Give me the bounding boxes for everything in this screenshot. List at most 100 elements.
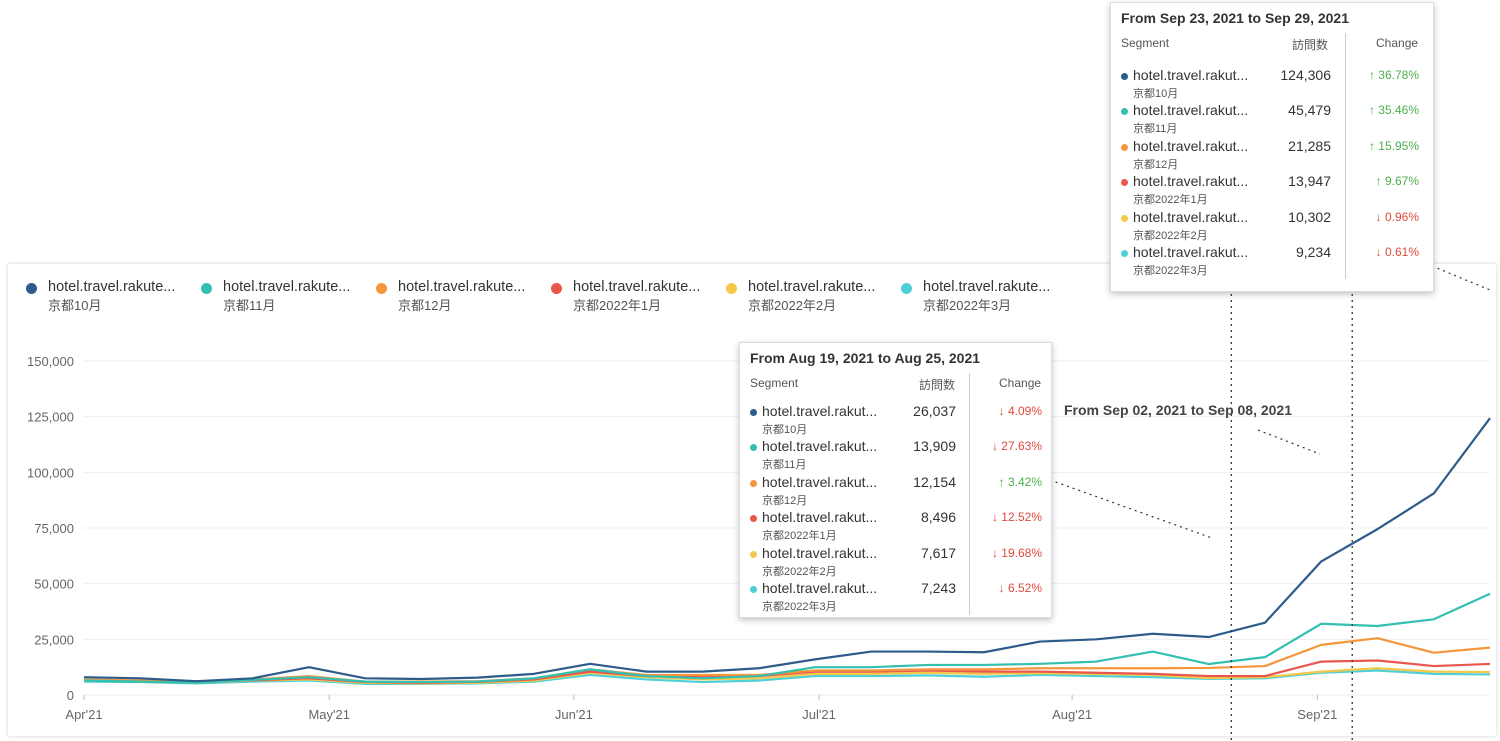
col-header-segment: Segment [750,376,799,390]
series-dot [750,515,757,523]
tooltip-row: hotel.travel.rakut... 京都10月 26,037 ↓ 4.09% [740,403,1051,438]
row-segment-name: hotel.travel.rakut... [1133,173,1249,190]
row-visits-value: 124,306 [1280,67,1331,83]
row-change-value: ↑ 9.67% [1375,174,1419,189]
row-segment-name: hotel.travel.rakut... [1133,102,1249,119]
tooltip-row: hotel.travel.rakut... 京都2022年1月 8,496 ↓ 12.… [740,509,1051,544]
tooltip-sep: From Sep 23, 2021 to Sep 29, 2021 Segment… [1110,2,1434,292]
x-tick-label: Aug'21 [1052,707,1092,722]
series-dot [750,550,757,558]
row-visits-value: 26,037 [913,403,956,419]
legend-sublabel: 京都2022年2月 [748,298,837,313]
legend: hotel.travel.rakute... 京都10月 hotel.travel.… [26,278,1076,315]
col-header-segment: Segment [1121,36,1170,50]
y-tick-label: 75,000 [34,521,74,536]
tooltip-connector [1049,479,1213,539]
series-dot [1121,108,1128,116]
x-tick-label: May'21 [308,707,350,722]
tooltip-row: hotel.travel.rakut... 京都2022年3月 9,234 ↓ 0.6… [1111,244,1433,279]
tooltip-row: hotel.travel.rakut... 京都11月 45,479 ↑ 35.46% [1111,102,1433,137]
x-tick-label: Jul'21 [802,707,836,722]
legend-label: hotel.travel.rakute... [748,279,876,295]
y-tick-label: 50,000 [34,577,74,592]
row-segment-sub: 京都2022年2月 [762,565,837,578]
series-dot [750,479,757,487]
row-segment-sub: 京都2022年1月 [1133,194,1208,207]
row-segment-sub: 京都11月 [1133,123,1178,136]
row-segment-name: hotel.travel.rakut... [1133,244,1249,260]
legend-item[interactable]: hotel.travel.rakute... 京都2022年2月 [726,278,901,315]
legend-item[interactable]: hotel.travel.rakute... 京都11月 [201,278,376,315]
tooltip-row: hotel.travel.rakut... 京都2022年3月 7,243 ↓ 6.5… [740,580,1051,615]
legend-item[interactable]: hotel.travel.rakute... 京都10月 [26,278,201,315]
floating-date-range-label: From Sep 02, 2021 to Sep 08, 2021 [1064,402,1293,418]
row-visits-value: 7,243 [920,580,956,596]
tooltip-connector [1431,265,1491,291]
row-change-value: ↑ 35.46% [1368,103,1419,118]
col-header-change: Change [1376,36,1419,50]
legend-label: hotel.travel.rakute... [223,279,351,295]
legend-item[interactable]: hotel.travel.rakute... 京都2022年1月 [551,278,726,315]
row-change-value: ↓ 27.63% [991,439,1042,454]
row-segment-name: hotel.travel.rakut... [1133,208,1249,225]
row-segment-sub: 京都2022年2月 [1133,229,1208,242]
row-segment-sub: 京都2022年3月 [1133,265,1208,277]
legend-sublabel: 京都10月 [48,298,102,313]
x-tick-label: Jun'21 [555,707,593,722]
row-segment-sub: 京都2022年3月 [762,601,837,613]
row-change-value: ↑ 15.95% [1368,138,1419,153]
series-dot [1121,73,1128,80]
row-visits-value: 13,947 [1288,173,1331,190]
y-tick-label: 125,000 [27,410,74,425]
col-header-visits: 訪問数 [1292,38,1329,52]
series-dot [750,444,757,452]
legend-label: hotel.travel.rakute... [573,279,701,295]
legend-dot [376,283,387,294]
row-segment-sub: 京都10月 [762,424,808,436]
row-visits-value: 9,234 [1295,244,1331,260]
row-change-value: ↓ 0.61% [1375,245,1419,259]
legend-dot [901,283,912,294]
column-separator [1345,33,1346,280]
series-dot [750,409,757,416]
x-tick-label: Apr'21 [65,707,102,722]
legend-sublabel: 京都11月 [223,298,276,313]
y-tick-label: 0 [67,688,74,703]
legend-label: hotel.travel.rakute... [48,279,176,295]
legend-dot [26,283,37,294]
tooltip-title: From Sep 23, 2021 to Sep 29, 2021 [1121,10,1350,26]
row-visits-value: 45,479 [1288,102,1331,119]
row-visits-value: 7,617 [920,544,956,561]
row-visits-value: 8,496 [920,509,956,526]
series-dot [1121,214,1128,222]
row-segment-name: hotel.travel.rakut... [762,403,878,419]
legend-label: hotel.travel.rakute... [398,279,526,295]
row-visits-value: 13,909 [913,438,956,455]
tooltip-row: hotel.travel.rakut... 京都2022年2月 10,302 ↓ 0.… [1111,209,1433,244]
row-segment-sub: 京都10月 [1133,88,1179,100]
row-segment-name: hotel.travel.rakut... [1133,137,1249,154]
row-segment-name: hotel.travel.rakut... [762,509,878,526]
legend-sublabel: 京都2022年1月 [573,298,662,313]
series-dot [750,586,757,593]
tooltip-row: hotel.travel.rakut... 京都12月 21,285 ↑ 15.95% [1111,138,1433,173]
row-change-value: ↓ 12.52% [991,510,1042,525]
tooltip-row: hotel.travel.rakut... 京都2022年2月 7,617 ↓ 19.… [740,545,1051,580]
row-segment-name: hotel.travel.rakut... [762,580,878,596]
row-segment-sub: 京都12月 [762,494,808,507]
row-segment-name: hotel.travel.rakut... [762,438,878,455]
series-line [83,592,1491,684]
legend-label: hotel.travel.rakute... [923,279,1051,295]
series-dot [1121,179,1128,187]
tooltip-title: From Aug 19, 2021 to Aug 25, 2021 [750,350,981,366]
legend-sublabel: 京都12月 [398,298,452,313]
legend-item[interactable]: hotel.travel.rakute... 京都2022年3月 [901,278,1076,315]
row-change-value: ↑ 36.78% [1368,68,1419,82]
tooltip-aug: From Aug 19, 2021 to Aug 25, 2021 Segment… [739,342,1052,618]
row-segment-name: hotel.travel.rakut... [1133,67,1249,83]
row-segment-name: hotel.travel.rakut... [762,544,878,561]
tooltip-row: hotel.travel.rakut... 京都10月 124,306 ↑ 36.78… [1111,67,1433,102]
row-change-value: ↑ 3.42% [998,474,1042,489]
legend-item[interactable]: hotel.travel.rakute... 京都12月 [376,278,551,315]
